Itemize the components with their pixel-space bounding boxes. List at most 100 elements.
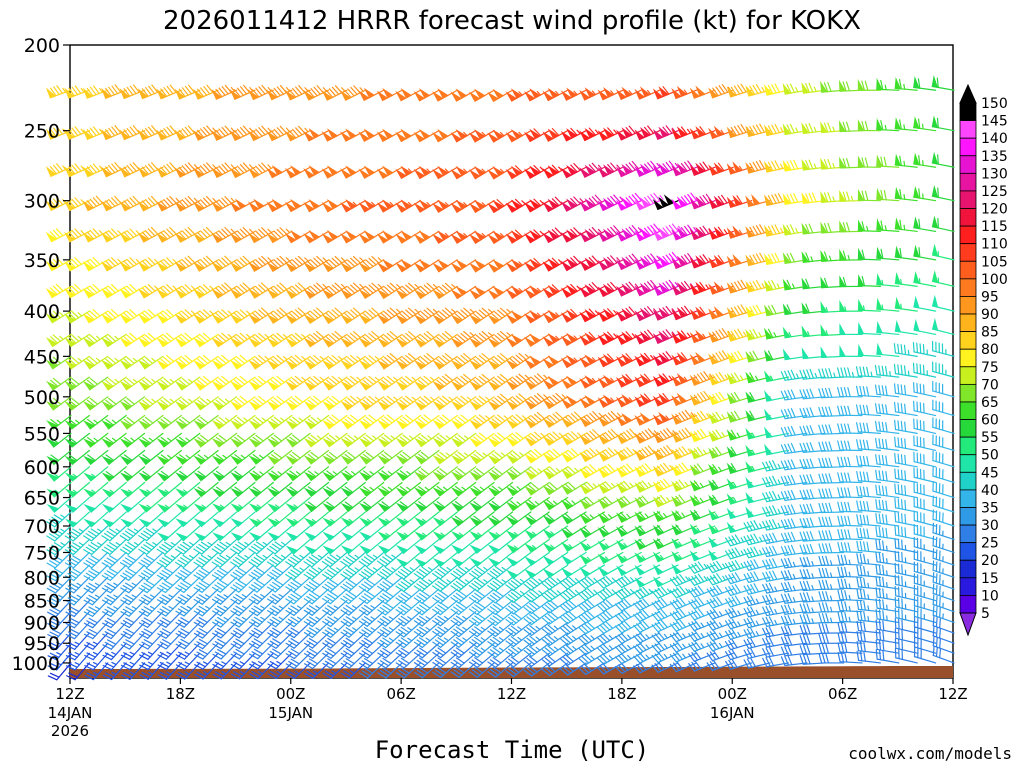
barb-feather [184, 354, 193, 363]
barb-pennant [377, 455, 390, 465]
barb-feather [68, 418, 78, 426]
wind-barb [303, 481, 330, 497]
barb-feather [51, 516, 61, 523]
barb-feather [267, 653, 277, 660]
barb-half-feather [282, 333, 288, 339]
barb-half-feather [501, 579, 507, 584]
barb-half-feather [221, 661, 227, 665]
barb-pennant [193, 380, 206, 391]
barb-pennant [542, 500, 555, 511]
barb-feather [307, 501, 317, 509]
barb-feather [163, 87, 171, 96]
barb-feather [290, 638, 300, 645]
barb-feather [252, 358, 261, 366]
barb-half-feather [411, 396, 417, 401]
wind-barb [285, 395, 311, 411]
barb-feather [68, 652, 78, 658]
barb-feather [248, 561, 258, 568]
wind-barb [47, 599, 72, 618]
barb-pennant [524, 568, 537, 579]
barb-feather [306, 640, 316, 647]
barb-feather [104, 631, 115, 637]
wind-barb [193, 309, 219, 324]
wind-barb [46, 511, 72, 528]
wind-barb [119, 284, 146, 299]
barb-feather [85, 597, 96, 603]
barb-feather [290, 569, 300, 576]
barb-feather [141, 651, 151, 658]
barb-feather [105, 399, 114, 407]
barb-feather [308, 593, 318, 600]
barb-feather [123, 336, 132, 344]
barb-half-feather [280, 417, 285, 422]
wind-barb [119, 449, 146, 465]
barb-pennant [285, 380, 298, 391]
barb-feather [86, 200, 95, 209]
barb-feather [68, 200, 76, 209]
barb-feather [193, 561, 203, 568]
barb-feather [159, 584, 169, 591]
barb-half-feather [316, 435, 322, 440]
barb-feather [65, 587, 75, 594]
barb-half-feather [146, 504, 152, 509]
barb-half-feather [219, 504, 225, 509]
barb-pennant [542, 452, 555, 464]
barb-pennant [414, 437, 427, 448]
barb-half-feather [109, 489, 115, 494]
barb-pennant [82, 337, 95, 348]
barb-half-feather [80, 165, 85, 171]
barb-feather [52, 310, 61, 319]
barb-half-feather [201, 504, 207, 509]
barb-half-feather [451, 283, 456, 289]
barb-feather [175, 674, 186, 680]
wind-barb [119, 332, 146, 348]
barb-feather [74, 283, 83, 292]
barb-half-feather [241, 594, 247, 598]
barb-pennant [542, 417, 555, 428]
barb-feather [68, 287, 77, 296]
barb-pennant [175, 532, 189, 542]
barb-feather [292, 554, 302, 561]
barb-half-feather [428, 579, 434, 584]
barb-pennant [138, 518, 152, 528]
barb-feather [215, 379, 225, 387]
barb-feather [175, 664, 186, 670]
wind-barb [303, 128, 330, 142]
wind-barb [229, 162, 256, 179]
barb-feather [129, 197, 137, 206]
barb-pennant [266, 471, 280, 482]
wind-barb [102, 621, 127, 640]
barb-feather [111, 126, 119, 135]
barb-feather [104, 608, 114, 615]
barb-pennant [230, 532, 244, 542]
barb-pennant [119, 400, 132, 411]
barb-feather [53, 542, 64, 549]
wind-barb [211, 538, 238, 555]
barb-feather [206, 84, 214, 94]
wind-barb [230, 588, 256, 605]
barb-feather [235, 582, 245, 589]
wind-barb [193, 588, 219, 605]
barb-feather [308, 616, 318, 623]
barb-feather [163, 165, 171, 174]
barb-feather [255, 128, 263, 137]
barb-half-feather [336, 567, 342, 572]
barb-feather [181, 377, 191, 385]
barb-feather [50, 399, 59, 407]
wind-barb [432, 307, 458, 325]
wind-barb [211, 432, 238, 448]
barb-feather [308, 637, 319, 645]
barb-feather [49, 336, 59, 344]
barb-feather [184, 197, 193, 206]
barb-pennant [83, 488, 96, 498]
barb-pennant [413, 337, 427, 348]
wind-barb [229, 332, 256, 348]
barb-half-feather [166, 651, 172, 655]
barb-feather [104, 641, 115, 648]
barb-feather [273, 377, 283, 385]
barb-feather [252, 89, 260, 98]
barb-feather [163, 128, 171, 137]
barb-feather [52, 397, 62, 405]
barb-pennant [271, 198, 284, 210]
wind-barb [101, 576, 127, 594]
